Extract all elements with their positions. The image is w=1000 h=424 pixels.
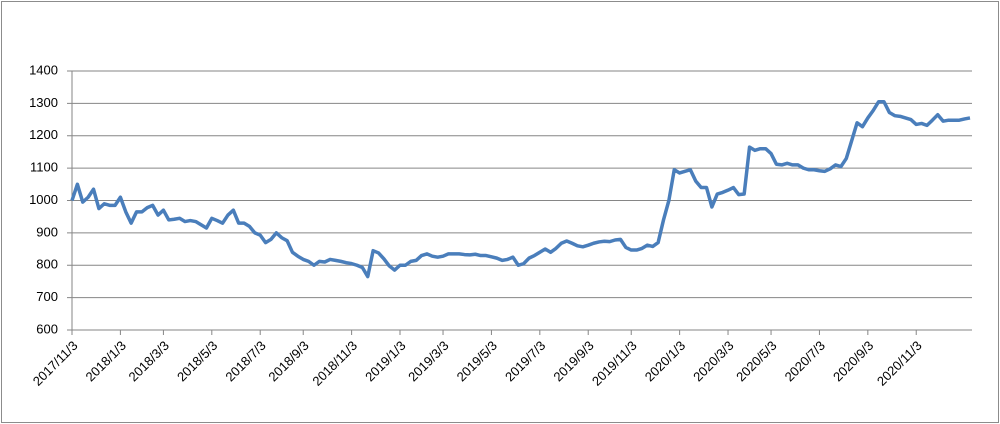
y-tick-label: 1000 (29, 192, 58, 207)
y-tick-label: 1100 (30, 160, 58, 175)
data-line (70, 100, 971, 279)
y-tick-label: 1400 (29, 62, 58, 77)
y-tick-label: 1200 (29, 127, 58, 142)
y-tick-label: 800 (36, 257, 58, 272)
y-tick-label: 700 (36, 289, 58, 304)
y-tick-label: 900 (36, 224, 58, 239)
y-tick-label: 600 (36, 321, 58, 336)
y-tick-label: 1300 (29, 95, 58, 110)
